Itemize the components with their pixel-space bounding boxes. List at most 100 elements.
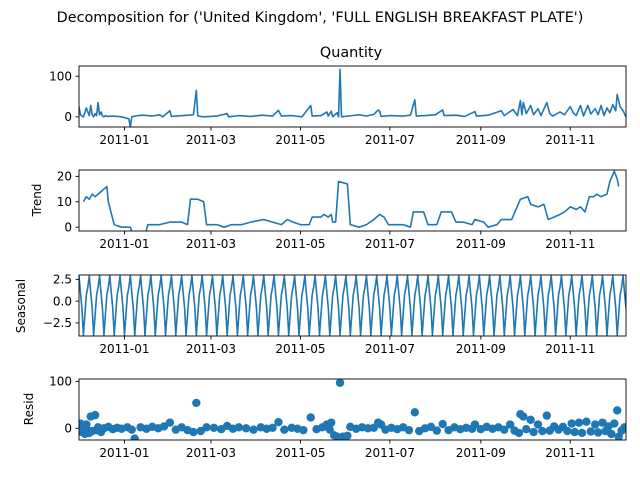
resid-point <box>274 417 283 427</box>
trend-y-tick-label: 20 <box>57 170 72 184</box>
resid-point <box>533 420 543 429</box>
resid-point <box>299 425 308 435</box>
trend-x-tick-label: 2011-09 <box>456 237 506 251</box>
resid-point <box>500 425 509 434</box>
resid-point <box>610 419 619 428</box>
seasonal-x-tick-label: 2011-01 <box>99 342 149 356</box>
resid-point <box>570 427 579 437</box>
resid-y-tick-label: 0 <box>64 422 72 436</box>
quantity-x-tick-label: 2011-05 <box>275 133 325 147</box>
resid-point <box>470 420 480 429</box>
panel-title-quantity: Quantity <box>320 45 383 61</box>
resid-point <box>567 419 576 428</box>
resid-point <box>209 423 219 432</box>
resid-point <box>327 418 336 427</box>
quantity-axes-frame <box>78 65 627 128</box>
resid-point <box>591 420 600 429</box>
resid-x-tick-label: 2011-11 <box>545 446 595 460</box>
resid-point <box>538 426 547 436</box>
quantity-x-tick-label: 2011-03 <box>186 133 236 147</box>
trend-x-tick-label: 2011-01 <box>99 237 149 251</box>
resid-point <box>268 423 277 432</box>
quantity-x-tick-label: 2011-07 <box>365 133 415 147</box>
ylabel-seasonal: Seasonal <box>14 279 28 333</box>
resid-point <box>574 418 584 427</box>
resid-point <box>432 426 442 435</box>
resid-plot-area <box>79 379 626 440</box>
seasonal-x-tick-label: 2011-09 <box>456 342 506 356</box>
resid-point <box>620 423 626 432</box>
seasonal-y-tick-label: −2.5 <box>43 316 72 330</box>
quantity-x-tick-label: 2011-11 <box>545 133 595 147</box>
quantity-y-tick-label: 100 <box>49 69 72 83</box>
trend-x-tick-label: 2011-07 <box>365 237 415 251</box>
trend-series-line <box>82 170 620 231</box>
panel-seasonal: Seasonal 2011-01 2011-03 2011-05 2011-07 201… <box>14 273 627 356</box>
resid-x-tick-label: 2011-09 <box>456 446 506 460</box>
resid-x-tick-label: 2011-03 <box>186 446 236 460</box>
seasonal-axes-frame <box>78 274 627 337</box>
trend-plot-area <box>82 170 620 231</box>
trend-y-tick-label: 10 <box>57 195 72 209</box>
panel-quantity: Quantity 2011-01 2011-03 2011-05 2011-07 201… <box>49 45 627 147</box>
quantity-x-tick-label: 2011-09 <box>456 133 506 147</box>
resid-point <box>280 425 289 434</box>
resid-point <box>607 429 616 439</box>
resid-point <box>404 425 414 435</box>
resid-x-tick-label: 2011-05 <box>275 446 325 460</box>
resid-point <box>189 427 198 437</box>
seasonal-y-tick-label: 0.0 <box>53 294 72 308</box>
resid-point <box>249 425 258 434</box>
resid-point <box>192 398 201 408</box>
resid-point <box>130 434 139 440</box>
quantity-y-tick-label: 0 <box>64 110 72 124</box>
resid-point <box>542 411 552 420</box>
quantity-x-tick-label: 2011-01 <box>99 133 149 147</box>
resid-point <box>438 419 447 429</box>
quantity-axes: 2011-01 2011-03 2011-05 2011-07 2011-09 2011-… <box>49 65 627 147</box>
resid-point <box>234 423 244 432</box>
resid-point <box>241 424 251 433</box>
panel-trend: Trend 2011-01 2011-03 2011-05 2011-07 2011-0… <box>30 169 627 251</box>
ylabel-trend: Trend <box>30 184 44 218</box>
resid-point <box>306 413 315 422</box>
resid-point <box>90 410 100 420</box>
ylabel-resid: Resid <box>22 393 36 425</box>
seasonal-axes: 2011-01 2011-03 2011-05 2011-07 2011-09 2011-… <box>43 273 627 356</box>
resid-point <box>343 431 352 440</box>
trend-x-tick-label: 2011-03 <box>186 237 236 251</box>
quantity-series-line <box>79 68 626 127</box>
resid-point <box>522 425 531 434</box>
resid-axes-frame <box>78 378 627 441</box>
resid-point <box>563 426 572 436</box>
resid-x-tick-label: 2011-07 <box>365 446 415 460</box>
resid-point <box>582 417 591 426</box>
quantity-plot-area <box>79 68 626 127</box>
seasonal-series-line <box>79 275 626 336</box>
resid-point <box>529 427 538 437</box>
seasonal-plot-area <box>79 275 626 336</box>
seasonal-y-tick-label: 2.5 <box>53 273 72 287</box>
resid-point <box>577 428 587 438</box>
trend-axes: 2011-01 2011-03 2011-05 2011-07 2011-09 2011-… <box>57 169 627 251</box>
resid-x-tick-label: 2011-01 <box>99 446 149 460</box>
resid-point <box>526 415 535 425</box>
resid-axes: 2011-01 2011-03 2011-05 2011-07 2011-09 2011-… <box>49 375 627 460</box>
trend-x-tick-label: 2011-05 <box>275 237 325 251</box>
resid-point <box>325 425 334 434</box>
seasonal-x-tick-label: 2011-07 <box>365 342 415 356</box>
trend-x-tick-label: 2011-11 <box>545 237 595 251</box>
resid-point <box>519 412 528 421</box>
resid-point <box>202 423 211 432</box>
resid-point <box>613 406 622 415</box>
seasonal-x-tick-label: 2011-05 <box>275 342 325 356</box>
figure-suptitle: Decomposition for ('United Kingdom', 'FU… <box>57 10 584 26</box>
resid-point <box>127 425 136 434</box>
resid-point <box>593 428 603 437</box>
resid-point <box>514 428 524 438</box>
resid-point <box>410 408 420 417</box>
resid-point <box>165 418 175 427</box>
trend-y-tick-label: 0 <box>64 220 72 234</box>
trend-axes-frame <box>78 169 627 232</box>
